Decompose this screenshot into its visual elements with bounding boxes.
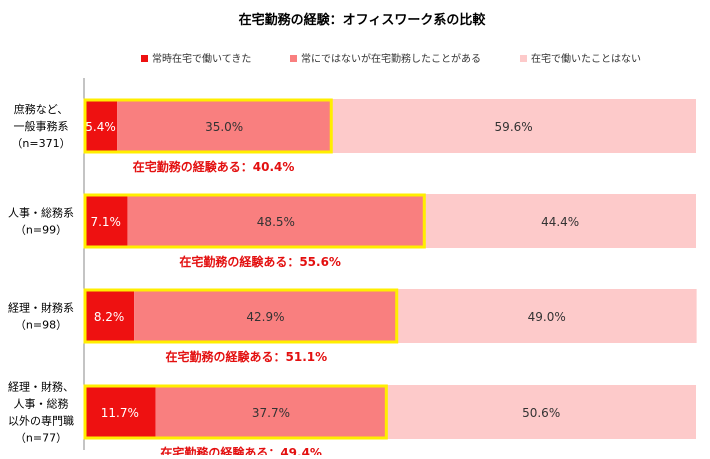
data-label: 11.7% — [101, 406, 139, 420]
legend-swatch — [290, 55, 297, 62]
bar-segment — [155, 385, 387, 439]
bar-segment — [331, 99, 696, 153]
category-label: 人事・総務系 — [8, 206, 74, 220]
category-label: 一般事務系 — [14, 119, 69, 133]
experience-annotation: 在宅勤務の経験ある：55.6% — [179, 254, 341, 269]
experience-annotation: 在宅勤務の経験ある：51.1% — [166, 349, 328, 364]
bar-segment — [84, 385, 156, 439]
category-label: （n=371） — [11, 137, 70, 150]
category-label: 以外の専門職 — [8, 415, 74, 428]
data-label: 35.0% — [205, 120, 243, 134]
data-label: 50.6% — [522, 406, 560, 420]
bar-segment — [84, 289, 135, 343]
bar-segment — [396, 289, 697, 343]
category-label: （n=77） — [15, 432, 67, 445]
bar-segment — [117, 99, 332, 153]
experience-highlight-box — [83, 288, 399, 344]
legend-label: 在宅で働いたことはない — [531, 52, 641, 65]
data-label: 42.9% — [246, 310, 284, 324]
data-label: 59.6% — [495, 120, 533, 134]
bar-segment — [424, 194, 696, 248]
bar-segment — [134, 289, 397, 343]
experience-annotation: 在宅勤務の経験ある：40.4% — [133, 159, 295, 174]
bar-segment — [386, 385, 696, 439]
bar-segment — [127, 194, 425, 248]
data-label: 48.5% — [257, 215, 295, 229]
category-label: （n=98） — [15, 319, 67, 332]
category-label: 経理・財務、 — [8, 380, 74, 394]
data-label: 49.0% — [528, 310, 566, 324]
category-label: 経理・財務系 — [8, 301, 74, 315]
legend: 常時在宅で働いてきた 常にではないが在宅勤務したことがある 在宅で働いたことはない — [141, 52, 641, 65]
experience-annotation: 在宅勤務の経験ある：49.4% — [160, 445, 322, 455]
bars-layer: 庶務など、一般事務系 （n=371） 5.4% 35.0% 59.6% 在宅勤務の経験ある… — [8, 98, 697, 459]
bar-segment — [84, 194, 128, 248]
category-label: 人事・総務 — [14, 397, 69, 411]
experience-highlight-box — [83, 98, 333, 154]
category-label: 庶務など、 — [14, 102, 68, 116]
data-label: 44.4% — [541, 215, 579, 229]
legend-label: 常時在宅で働いてきた — [152, 52, 251, 65]
category-label: （n=99） — [15, 224, 67, 237]
bar-segment — [84, 99, 118, 153]
experience-highlight-box — [83, 193, 426, 249]
legend-swatch — [141, 55, 148, 62]
legend-label: 常にではないが在宅勤務したことがある — [301, 52, 481, 65]
data-label: 8.2% — [94, 310, 125, 324]
experience-highlight-box — [83, 384, 388, 440]
data-label: 7.1% — [90, 215, 121, 229]
chart-title: 在宅勤務の経験：オフィスワーク系の比較 — [239, 12, 487, 28]
data-label: 5.4% — [85, 120, 116, 134]
data-label: 37.7% — [252, 406, 290, 420]
legend-swatch — [520, 55, 527, 62]
